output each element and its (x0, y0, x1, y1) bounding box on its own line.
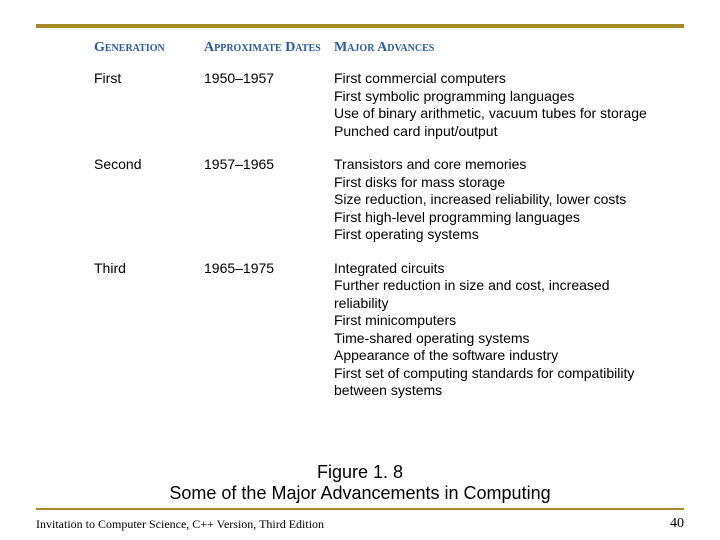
cell-advances: Integrated circuitsFurther reduction in … (334, 260, 654, 400)
advance-item: First symbolic programming languages (334, 88, 654, 106)
table-row: Second1957–1965Transistors and core memo… (94, 156, 654, 244)
page-number: 40 (670, 516, 684, 532)
figure-caption: Figure 1. 8 Some of the Major Advancemen… (0, 462, 720, 504)
advance-item: Appearance of the software industry (334, 347, 654, 365)
caption-line-2: Some of the Major Advancements in Comput… (0, 483, 720, 504)
advance-item: Size reduction, increased reliability, l… (334, 191, 654, 209)
advance-item: First commercial computers (334, 70, 654, 88)
generations-table: Generation Approximate Dates Major Advan… (94, 40, 654, 416)
top-horizontal-rule (36, 24, 684, 28)
advance-item: Integrated circuits (334, 260, 654, 278)
advance-item: First minicomputers (334, 312, 654, 330)
advance-item: Transistors and core memories (334, 156, 654, 174)
table-body: First1950–1957First commercial computers… (94, 70, 654, 400)
cell-generation: First (94, 70, 204, 86)
advance-item: First high-level programming languages (334, 209, 654, 227)
table-row: First1950–1957First commercial computers… (94, 70, 654, 140)
advance-item: Further reduction in size and cost, incr… (334, 277, 654, 312)
footer-source-text: Invitation to Computer Science, C++ Vers… (36, 517, 324, 532)
table-row: Third1965–1975Integrated circuitsFurther… (94, 260, 654, 400)
bottom-horizontal-rule (36, 508, 684, 510)
cell-advances: Transistors and core memoriesFirst disks… (334, 156, 654, 244)
cell-advances: First commercial computersFirst symbolic… (334, 70, 654, 140)
advance-item: Use of binary arithmetic, vacuum tubes f… (334, 105, 654, 123)
advance-item: First set of computing standards for com… (334, 365, 654, 400)
advance-item: First disks for mass storage (334, 174, 654, 192)
caption-line-1: Figure 1. 8 (0, 462, 720, 483)
column-header-dates: Approximate Dates (204, 40, 334, 56)
slide: Generation Approximate Dates Major Advan… (0, 0, 720, 540)
advance-item: Time-shared operating systems (334, 330, 654, 348)
advance-item: Punched card input/output (334, 123, 654, 141)
cell-dates: 1965–1975 (204, 260, 334, 276)
cell-generation: Second (94, 156, 204, 172)
cell-dates: 1957–1965 (204, 156, 334, 172)
advance-item: First operating systems (334, 226, 654, 244)
table-header-row: Generation Approximate Dates Major Advan… (94, 40, 654, 56)
cell-generation: Third (94, 260, 204, 276)
footer: Invitation to Computer Science, C++ Vers… (36, 516, 684, 532)
column-header-advances: Major Advances (334, 40, 654, 56)
column-header-generation: Generation (94, 40, 204, 56)
cell-dates: 1950–1957 (204, 70, 334, 86)
